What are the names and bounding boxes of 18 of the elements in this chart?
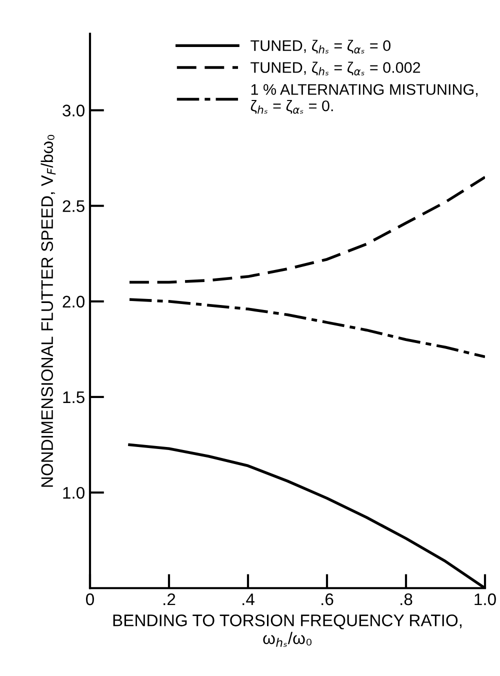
x-tick-label: .8	[400, 593, 412, 606]
x-tick-label: 0	[86, 593, 94, 606]
y-tick-label: 2.0	[62, 296, 84, 308]
y-tick-label: 1.0	[63, 486, 84, 499]
legend-label: 1 % ALTERNATING MISTUNING, ζ$_{hₛ}$ = ζ$_{αₛ}$ = 0.	[250, 84, 478, 114]
line-series	[128, 298, 485, 358]
x-tick-label: 1.0	[474, 593, 496, 606]
x-tick-label: .4	[242, 594, 254, 606]
x-axis-title: BENDING TO TORSION FREQUENCY RATIO, ω$_{hₛ}$/ω₀	[113, 614, 462, 647]
x-tick-label: .2	[164, 593, 176, 606]
y-axis-title: NONDIMENSIONAL FLUTTER SPEED, V$_{F}$/bω₀	[40, 134, 56, 487]
y-tick-label: 2.5	[62, 200, 84, 212]
x-tick-label: .6	[322, 593, 334, 606]
y-tick-label: 1.5	[63, 392, 84, 404]
legend-label: TUNED, ζ$_{hₛ}$ = ζ$_{αₛ}$ = 0	[250, 40, 390, 54]
legend-label: TUNED, ζ$_{hₛ}$ = ζ$_{αₛ}$ = 0.002	[250, 62, 420, 76]
line-series	[128, 176, 485, 284]
y-tick-label: 3.0	[62, 104, 84, 116]
